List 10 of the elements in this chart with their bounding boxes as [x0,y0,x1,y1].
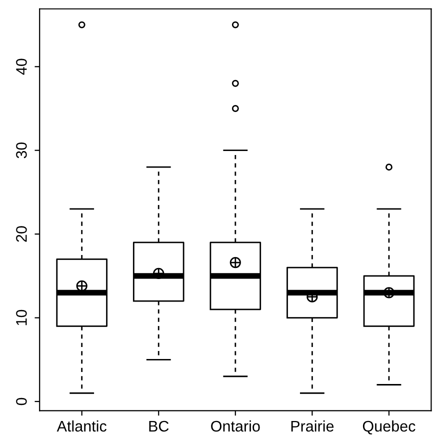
x-tick-label: Ontario [211,420,260,432]
y-tick-label: 0 [16,398,27,406]
x-tick-label: Prairie [291,420,334,432]
y-tick-label: 10 [16,310,27,326]
y-tick-label: 40 [16,58,27,75]
x-tick-label: BC [149,420,169,432]
x-tick-label: Atlantic [56,420,106,432]
y-tick-label: 20 [16,226,27,242]
y-tick-label: 30 [16,142,27,158]
x-tick-label: Quebec [362,420,416,434]
